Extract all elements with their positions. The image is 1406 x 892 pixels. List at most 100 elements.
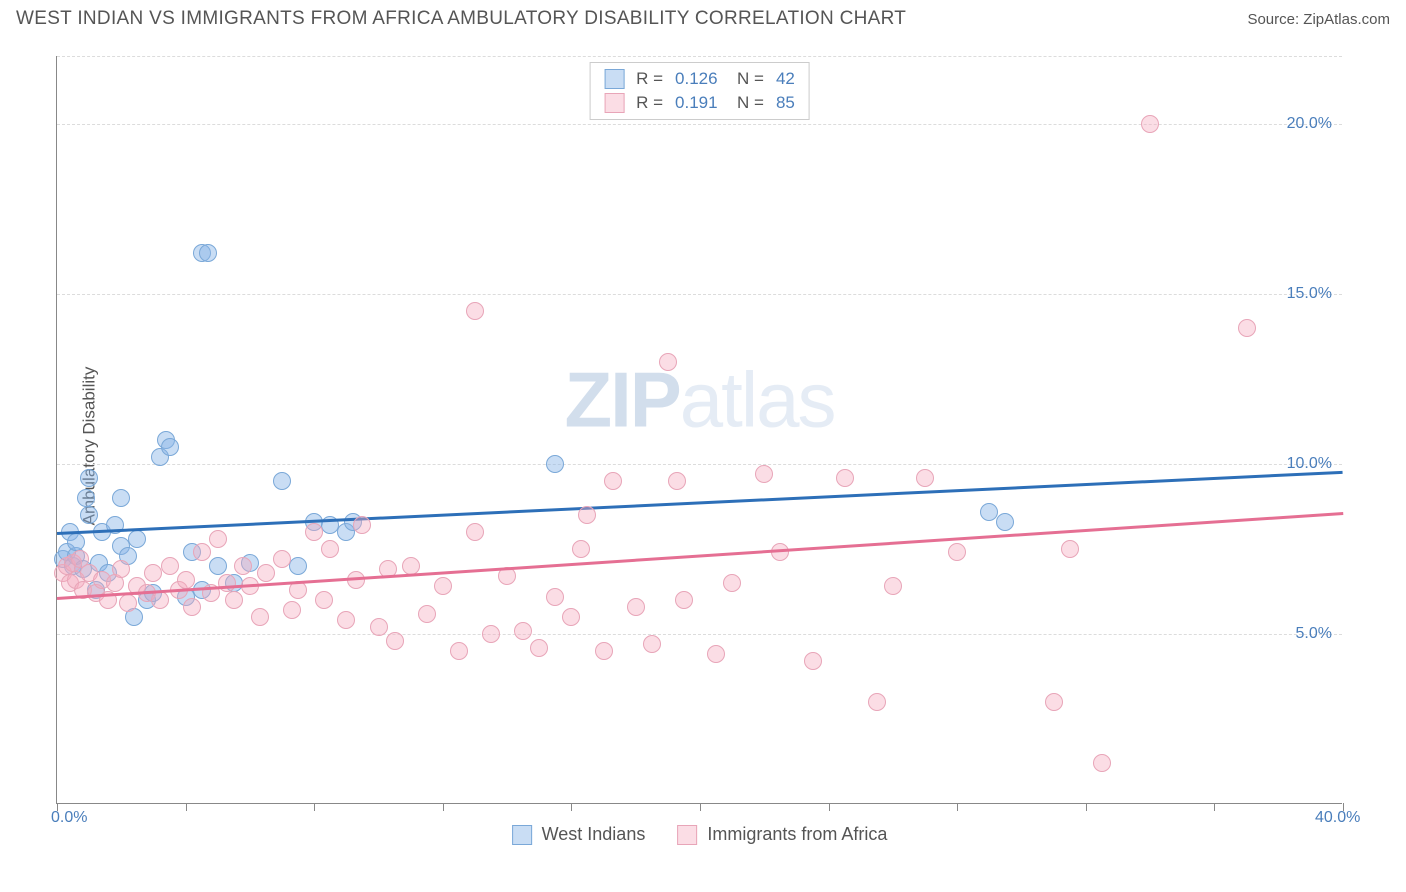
- data-point: [1093, 754, 1111, 772]
- header: WEST INDIAN VS IMMIGRANTS FROM AFRICA AM…: [0, 0, 1406, 34]
- data-point: [225, 591, 243, 609]
- data-point: [321, 540, 339, 558]
- data-point: [771, 543, 789, 561]
- swatch-bottom-2: [677, 825, 697, 845]
- data-point: [546, 588, 564, 606]
- data-point: [67, 533, 85, 551]
- data-point: [1045, 693, 1063, 711]
- data-point: [804, 652, 822, 670]
- r-label: R =: [636, 69, 663, 89]
- swatch-bottom-1: [512, 825, 532, 845]
- gridline: [57, 634, 1342, 635]
- data-point: [370, 618, 388, 636]
- data-point: [1238, 319, 1256, 337]
- data-point: [948, 543, 966, 561]
- swatch-series-2: [604, 93, 624, 113]
- x-tick: [957, 803, 958, 811]
- gridline: [57, 464, 1342, 465]
- x-tick: [186, 803, 187, 811]
- data-point: [595, 642, 613, 660]
- data-point: [112, 489, 130, 507]
- data-point: [466, 302, 484, 320]
- data-point: [337, 611, 355, 629]
- chart-title: WEST INDIAN VS IMMIGRANTS FROM AFRICA AM…: [16, 8, 906, 30]
- data-point: [353, 516, 371, 534]
- legend-label-2: Immigrants from Africa: [707, 824, 887, 845]
- r-value-1: 0.126: [675, 69, 725, 89]
- data-point: [305, 523, 323, 541]
- data-point: [578, 506, 596, 524]
- x-tick-label: 0.0%: [51, 809, 87, 827]
- data-point: [868, 693, 886, 711]
- gridline: [57, 56, 1342, 57]
- data-point: [418, 605, 436, 623]
- data-point: [80, 469, 98, 487]
- data-point: [530, 639, 548, 657]
- y-tick-label: 20.0%: [1287, 115, 1332, 133]
- data-point: [289, 557, 307, 575]
- n-value-1: 42: [776, 69, 795, 89]
- legend-item-1: West Indians: [512, 824, 646, 845]
- y-tick-label: 5.0%: [1296, 625, 1332, 643]
- scatter-chart: ZIPatlas R = 0.126 N = 42 R = 0.191 N = …: [56, 56, 1342, 804]
- data-point: [707, 645, 725, 663]
- data-point: [996, 513, 1014, 531]
- data-point: [755, 465, 773, 483]
- watermark: ZIPatlas: [564, 354, 834, 445]
- data-point: [161, 438, 179, 456]
- data-point: [177, 571, 195, 589]
- data-point: [119, 594, 137, 612]
- data-point: [209, 557, 227, 575]
- data-point: [627, 598, 645, 616]
- data-point: [604, 472, 622, 490]
- data-point: [466, 523, 484, 541]
- legend-stats: R = 0.126 N = 42 R = 0.191 N = 85: [589, 62, 810, 120]
- legend-row-1: R = 0.126 N = 42: [596, 67, 803, 91]
- x-tick: [700, 803, 701, 811]
- data-point: [1061, 540, 1079, 558]
- data-point: [514, 622, 532, 640]
- data-point: [151, 591, 169, 609]
- data-point: [450, 642, 468, 660]
- x-tick: [314, 803, 315, 811]
- r-value-2: 0.191: [675, 93, 725, 113]
- data-point: [218, 574, 236, 592]
- data-point: [482, 625, 500, 643]
- x-tick: [1214, 803, 1215, 811]
- x-tick: [571, 803, 572, 811]
- legend-label-1: West Indians: [542, 824, 646, 845]
- x-tick: [829, 803, 830, 811]
- data-point: [77, 489, 95, 507]
- data-point: [572, 540, 590, 558]
- data-point: [193, 543, 211, 561]
- data-point: [643, 635, 661, 653]
- n-label: N =: [737, 69, 764, 89]
- data-point: [884, 577, 902, 595]
- legend-item-2: Immigrants from Africa: [677, 824, 887, 845]
- legend-row-2: R = 0.191 N = 85: [596, 91, 803, 115]
- data-point: [209, 530, 227, 548]
- data-point: [562, 608, 580, 626]
- data-point: [112, 560, 130, 578]
- x-tick-label: 40.0%: [1315, 809, 1360, 827]
- n-value-2: 85: [776, 93, 795, 113]
- x-tick: [443, 803, 444, 811]
- data-point: [916, 469, 934, 487]
- data-point: [199, 244, 217, 262]
- r-label: R =: [636, 93, 663, 113]
- watermark-light: atlas: [680, 355, 835, 443]
- data-point: [980, 503, 998, 521]
- data-point: [675, 591, 693, 609]
- data-point: [386, 632, 404, 650]
- data-point: [836, 469, 854, 487]
- legend-bottom: West Indians Immigrants from Africa: [512, 824, 888, 845]
- data-point: [128, 530, 146, 548]
- source-label: Source: ZipAtlas.com: [1247, 11, 1390, 28]
- data-point: [434, 577, 452, 595]
- data-point: [315, 591, 333, 609]
- data-point: [273, 472, 291, 490]
- data-point: [251, 608, 269, 626]
- data-point: [546, 455, 564, 473]
- gridline: [57, 294, 1342, 295]
- data-point: [234, 557, 252, 575]
